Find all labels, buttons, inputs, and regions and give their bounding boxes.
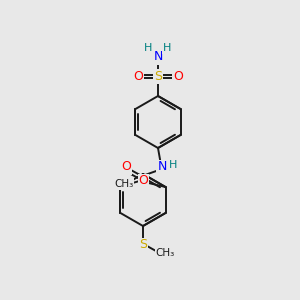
Text: H: H — [169, 160, 177, 170]
Text: O: O — [173, 70, 183, 83]
Text: CH₃: CH₃ — [114, 179, 133, 189]
Text: O: O — [121, 160, 131, 173]
Text: H: H — [163, 43, 171, 53]
Text: O: O — [139, 175, 148, 188]
Text: S: S — [139, 238, 147, 251]
Text: S: S — [154, 70, 162, 83]
Text: N: N — [153, 50, 163, 64]
Text: CH₃: CH₃ — [155, 248, 175, 258]
Text: H: H — [144, 43, 152, 53]
Text: N: N — [157, 160, 167, 173]
Text: O: O — [133, 70, 143, 83]
